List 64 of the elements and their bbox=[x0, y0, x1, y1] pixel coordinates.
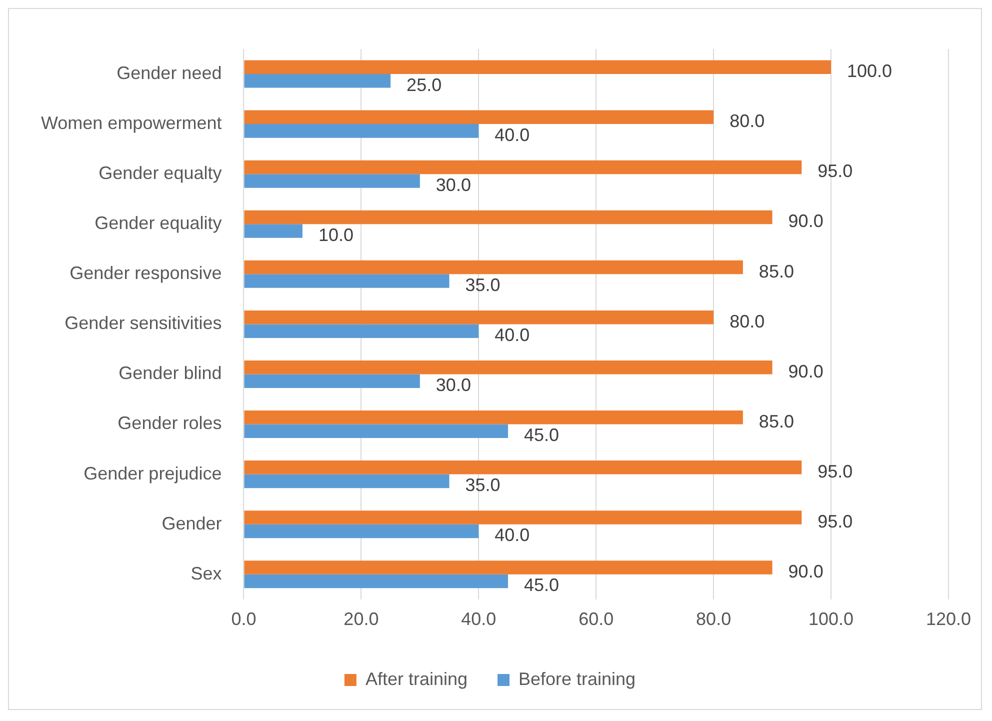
bar bbox=[244, 160, 802, 174]
bar bbox=[244, 474, 450, 488]
bar bbox=[244, 574, 508, 588]
x-tick-label: 80.0 bbox=[696, 609, 732, 630]
legend-label: Before training bbox=[518, 668, 636, 689]
bar bbox=[244, 510, 802, 524]
data-label: 95.0 bbox=[818, 161, 853, 182]
bar bbox=[244, 374, 420, 388]
data-label: 10.0 bbox=[318, 224, 354, 245]
y-tick-label: Women empowerment bbox=[40, 113, 222, 134]
data-label: 90.0 bbox=[788, 561, 824, 582]
data-label: 30.0 bbox=[436, 174, 471, 195]
bar bbox=[244, 224, 302, 238]
x-tick-label: 60.0 bbox=[578, 609, 614, 630]
data-label: 40.0 bbox=[494, 325, 530, 346]
bar bbox=[244, 424, 508, 438]
data-label: 35.0 bbox=[465, 475, 500, 496]
x-tick-label: 0.0 bbox=[231, 609, 256, 630]
data-label: 30.0 bbox=[436, 375, 471, 396]
data-label: 45.0 bbox=[524, 425, 560, 446]
bar bbox=[244, 124, 479, 138]
bar bbox=[244, 310, 714, 324]
x-tick-label: 100.0 bbox=[808, 609, 854, 630]
y-tick-label: Gender need bbox=[116, 62, 222, 83]
data-label: 90.0 bbox=[788, 211, 824, 232]
bar bbox=[244, 360, 772, 374]
x-tick-label: 40.0 bbox=[461, 609, 496, 630]
y-tick-label: Gender prejudice bbox=[84, 463, 222, 484]
data-label: 80.0 bbox=[730, 111, 765, 132]
bar bbox=[244, 110, 714, 124]
data-label: 85.0 bbox=[758, 261, 794, 282]
y-tick-label: Sex bbox=[190, 563, 222, 584]
bar bbox=[244, 174, 420, 188]
y-tick-label: Gender sensitivities bbox=[64, 313, 222, 334]
data-label: 100.0 bbox=[847, 61, 892, 82]
data-label: 80.0 bbox=[730, 311, 765, 332]
y-tick-label: Gender responsive bbox=[70, 263, 222, 284]
bar bbox=[244, 74, 391, 88]
y-tick-label: Gender roles bbox=[118, 413, 222, 434]
bar bbox=[244, 60, 832, 74]
x-tick-label: 120.0 bbox=[926, 609, 971, 630]
x-tick-label: 20.0 bbox=[344, 609, 379, 630]
y-tick-label: Gender equality bbox=[94, 213, 222, 234]
y-tick-label: Gender bbox=[162, 513, 222, 534]
bar bbox=[244, 524, 479, 538]
bar bbox=[244, 274, 450, 288]
data-label: 95.0 bbox=[818, 461, 853, 482]
legend-label: After training bbox=[365, 668, 468, 689]
bar bbox=[244, 260, 743, 274]
bar bbox=[244, 324, 479, 338]
data-label: 95.0 bbox=[818, 511, 853, 532]
y-tick-label: Gender equalty bbox=[98, 163, 222, 184]
y-tick-label: Gender blind bbox=[118, 363, 222, 384]
bar bbox=[244, 460, 802, 474]
data-label: 25.0 bbox=[406, 74, 442, 95]
data-label: 40.0 bbox=[494, 525, 530, 546]
data-label: 35.0 bbox=[465, 275, 500, 296]
data-label: 45.0 bbox=[524, 575, 560, 596]
data-label: 85.0 bbox=[758, 411, 794, 432]
bar bbox=[244, 560, 772, 574]
bar bbox=[244, 210, 772, 224]
data-label: 90.0 bbox=[788, 361, 824, 382]
data-label: 40.0 bbox=[494, 124, 530, 145]
bar bbox=[244, 410, 743, 424]
